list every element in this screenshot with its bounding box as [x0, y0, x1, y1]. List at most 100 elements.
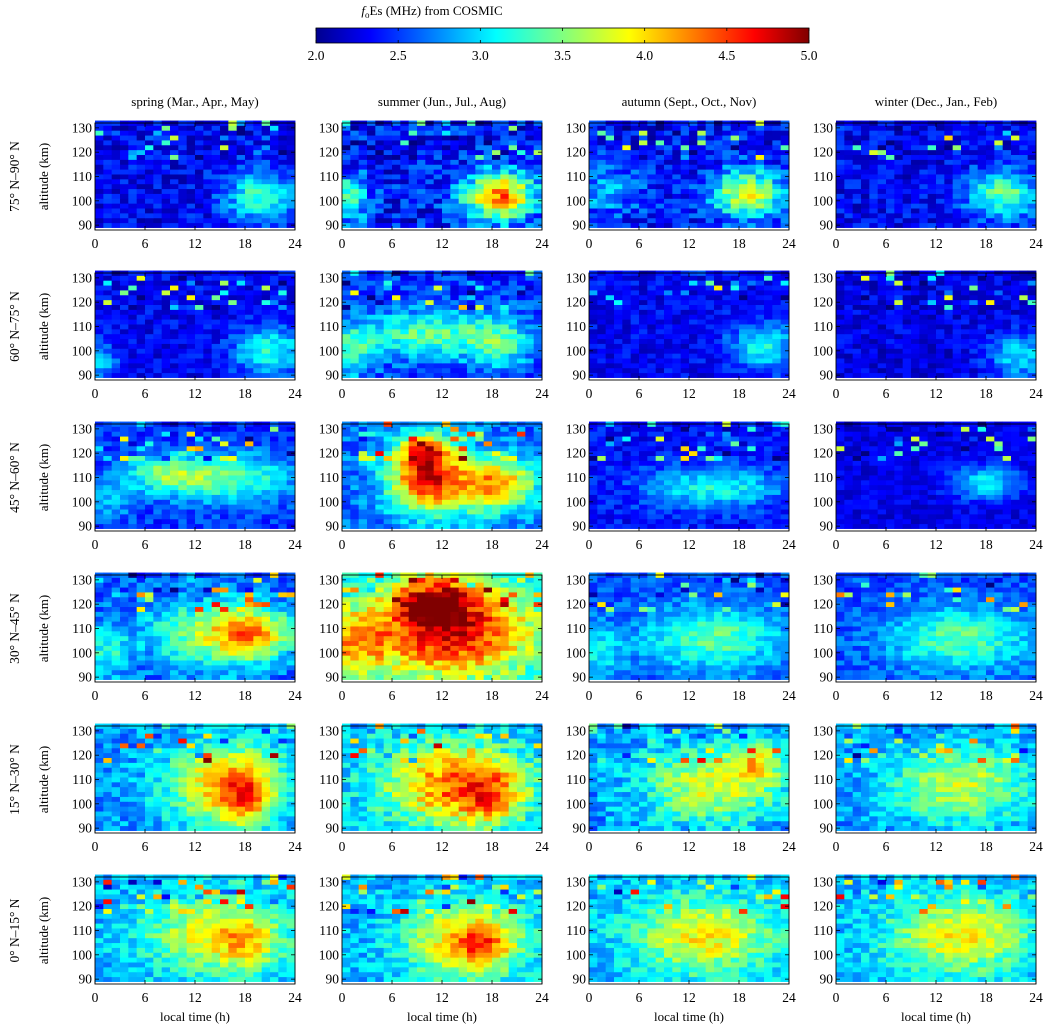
- heatmap-cell: [392, 333, 401, 340]
- heatmap-cell: [647, 193, 657, 199]
- heatmap-cell: [639, 130, 648, 136]
- heatmap-cell: [136, 499, 146, 505]
- heatmap-cell: [458, 343, 468, 349]
- heatmap-cell: [408, 135, 418, 141]
- heatmap-cell: [533, 169, 543, 175]
- heatmap-cell: [714, 149, 723, 156]
- heatmap-cell: [475, 294, 485, 301]
- heatmap-cell: [95, 198, 104, 204]
- heatmap-cell: [492, 135, 501, 141]
- heatmap-cell: [508, 324, 518, 330]
- heatmap-cell: [605, 159, 615, 165]
- heatmap-cell: [375, 353, 385, 359]
- heatmap-cell: [120, 513, 129, 520]
- heatmap-cell: [952, 328, 962, 335]
- heatmap-cell: [195, 353, 204, 359]
- heatmap-cell: [877, 343, 887, 349]
- heatmap-cell: [622, 362, 632, 369]
- heatmap-cell: [128, 343, 138, 349]
- heatmap-cell: [852, 183, 862, 190]
- heatmap-cell: [764, 338, 773, 344]
- heatmap-cell: [367, 159, 376, 165]
- heatmap-cell: [492, 130, 501, 136]
- heatmap-cell: [228, 450, 238, 457]
- heatmap-cell: [358, 338, 368, 344]
- heatmap-cell: [383, 198, 393, 204]
- heatmap-cell: [877, 140, 887, 146]
- heatmap-cell: [597, 135, 607, 141]
- heatmap-cell: [170, 135, 179, 141]
- heatmap-cell: [1027, 343, 1037, 349]
- heatmap-cell: [508, 125, 518, 131]
- heatmap-cell: [270, 314, 279, 320]
- heatmap-cell: [350, 343, 360, 349]
- heatmap-cell: [655, 164, 665, 170]
- heatmap-cell: [442, 372, 451, 378]
- heatmap-cell: [680, 275, 690, 281]
- heatmap-cell: [103, 348, 113, 354]
- heatmap-cell: [228, 144, 238, 151]
- heatmap-cell: [1011, 348, 1020, 354]
- heatmap-cell: [517, 328, 526, 335]
- heatmap-cell: [780, 130, 790, 136]
- heatmap-cell: [739, 222, 748, 228]
- heatmap-cell: [178, 188, 188, 194]
- heatmap-cell: [136, 441, 146, 447]
- heatmap-cell: [128, 455, 138, 461]
- heatmap-cell: [969, 299, 979, 306]
- heatmap-cell: [911, 304, 920, 310]
- heatmap-cell: [95, 333, 104, 340]
- heatmap-cell: [161, 299, 171, 306]
- heatmap-cell: [483, 328, 493, 335]
- heatmap-cell: [672, 154, 682, 160]
- heatmap-cell: [861, 348, 870, 354]
- heatmap-cell: [927, 338, 937, 344]
- heatmap-cell: [764, 208, 773, 214]
- heatmap-cell: [589, 208, 598, 214]
- heatmap-cell: [253, 450, 263, 457]
- heatmap-cell: [500, 333, 510, 340]
- heatmap-cell: [919, 222, 929, 228]
- heatmap-cell: [195, 436, 204, 442]
- heatmap-cell: [220, 367, 229, 374]
- heatmap-cell: [680, 348, 690, 354]
- heatmap-cell: [927, 159, 937, 165]
- x-tick-label: 18: [238, 236, 252, 251]
- heatmap-cell: [689, 125, 698, 131]
- heatmap-cell: [680, 140, 690, 146]
- heatmap-cell: [714, 343, 723, 349]
- heatmap-cell: [186, 338, 196, 344]
- heatmap-cell: [400, 338, 410, 344]
- heatmap-cell: [525, 188, 535, 194]
- colorbar-tick-label: 2.0: [308, 48, 325, 63]
- heatmap-cell: [492, 285, 501, 291]
- heatmap-cell: [383, 338, 393, 344]
- heatmap-cell: [755, 319, 765, 325]
- heatmap-cell: [936, 183, 945, 190]
- heatmap-cell: [664, 338, 673, 344]
- heatmap-cell: [961, 217, 970, 224]
- heatmap-cell: [433, 275, 443, 281]
- heatmap-cell: [614, 319, 623, 325]
- heatmap-cell: [278, 149, 288, 156]
- heatmap-cell: [408, 193, 418, 199]
- heatmap-cell: [392, 169, 401, 175]
- heatmap-cell: [680, 314, 690, 320]
- heatmap-cell: [664, 367, 673, 374]
- heatmap-cell: [533, 130, 543, 136]
- heatmap-cell: [877, 198, 887, 204]
- heatmap-cell: [467, 178, 476, 185]
- heatmap-cell: [697, 208, 707, 214]
- heatmap-cell: [525, 362, 535, 369]
- y-axis-label: altitude (km): [36, 595, 51, 663]
- heatmap-cell: [178, 164, 188, 170]
- heatmap-cell: [1027, 135, 1037, 141]
- heatmap-cell: [475, 314, 485, 320]
- heatmap-cell: [203, 212, 213, 219]
- heatmap-cell: [342, 358, 351, 364]
- heatmap-cell: [261, 460, 271, 466]
- heatmap-cell: [1019, 290, 1029, 296]
- heatmap-cell: [392, 144, 401, 151]
